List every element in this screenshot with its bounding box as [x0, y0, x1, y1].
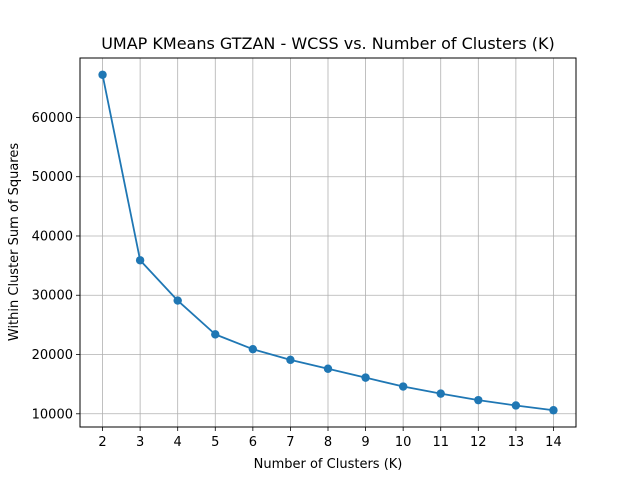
- x-tick-label: 10: [395, 435, 412, 450]
- data-point: [511, 401, 521, 410]
- data-point: [286, 355, 295, 365]
- x-tick-label: 6: [249, 435, 257, 450]
- series: [98, 70, 558, 415]
- chart-title: UMAP KMeans GTZAN - WCSS vs. Number of C…: [101, 34, 555, 53]
- data-point: [398, 382, 408, 391]
- data-point: [549, 406, 558, 415]
- x-axis-label: Number of Clusters (K): [254, 457, 403, 472]
- data-point: [173, 296, 182, 305]
- data-point: [474, 395, 483, 405]
- x-tick-label: 7: [286, 435, 294, 450]
- data-point: [436, 389, 445, 398]
- x-tick-label: 14: [545, 435, 562, 450]
- x-tick-label: 5: [211, 435, 219, 450]
- plot-frame: [79, 57, 577, 428]
- y-tick-label: 50000: [32, 170, 73, 185]
- x-tick-label: 2: [98, 435, 106, 450]
- x-tick-label: 13: [508, 435, 525, 450]
- data-point: [135, 256, 145, 265]
- y-tick-label: 40000: [32, 229, 73, 244]
- data-point: [248, 344, 258, 354]
- y-axis-label: Within Cluster Sum of Squares: [7, 143, 22, 341]
- x-tick-label: 9: [361, 435, 369, 450]
- x-tick-label: 4: [174, 435, 182, 450]
- data-point: [211, 330, 220, 339]
- y-tick-label: 10000: [32, 407, 73, 422]
- y-tick-label: 60000: [32, 111, 73, 126]
- data-point: [323, 364, 333, 373]
- ticks: 2 3 4 5 6 7 8 9 10 11 12 13 14 10000 20000 30000 40000 50…: [32, 111, 562, 450]
- x-tick-label: 11: [432, 435, 449, 450]
- y-tick-label: 20000: [32, 348, 73, 363]
- data-point: [361, 373, 370, 382]
- x-tick-label: 3: [136, 435, 144, 450]
- y-tick-label: 30000: [32, 289, 73, 304]
- x-tick-label: 8: [324, 435, 332, 450]
- data-point: [98, 70, 107, 79]
- grid: [80, 58, 576, 427]
- x-tick-label: 12: [470, 435, 487, 450]
